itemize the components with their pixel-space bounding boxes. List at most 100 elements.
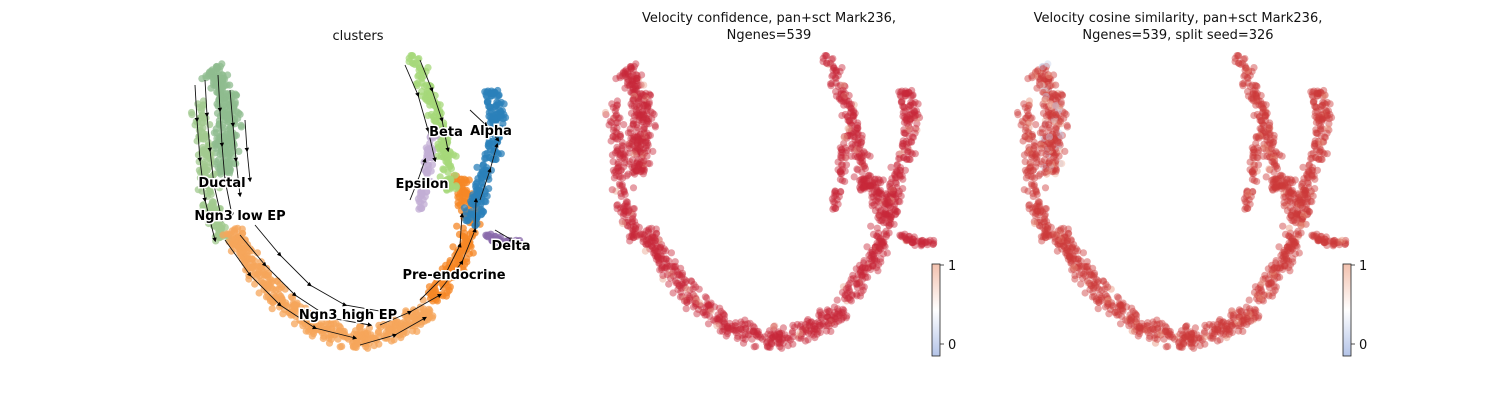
- cell-point: [807, 318, 815, 326]
- cluster-label-ngn3-low-ep: Ngn3 low EP: [194, 209, 285, 224]
- cell-point: [731, 322, 740, 330]
- cell-point: [642, 93, 650, 101]
- cell-point: [1298, 215, 1306, 224]
- cell-point: [1094, 305, 1102, 313]
- cell-point: [201, 150, 209, 158]
- cell-point: [797, 332, 805, 340]
- cell-point: [629, 222, 638, 230]
- cell-point: [658, 255, 666, 263]
- cell-point: [639, 151, 647, 160]
- cell-point: [754, 330, 762, 338]
- cell-point: [621, 159, 629, 167]
- colorbar-min-label: 0: [948, 338, 956, 353]
- cell-point: [834, 305, 842, 313]
- cell-point: [691, 301, 700, 310]
- cell-point: [813, 326, 821, 334]
- cell-point: [455, 230, 464, 238]
- cell-point: [862, 273, 870, 281]
- cell-point: [776, 343, 784, 351]
- cell-point: [629, 85, 637, 93]
- cell-point: [479, 161, 487, 169]
- cell-point: [617, 149, 625, 157]
- cell-point: [1307, 187, 1315, 195]
- cell-point: [642, 240, 650, 248]
- cell-point: [632, 75, 640, 83]
- colorbar-max-label: 1: [948, 259, 956, 274]
- cell-point: [752, 342, 760, 350]
- cell-point: [851, 152, 859, 160]
- cell-point: [635, 106, 643, 114]
- cell-point: [615, 150, 623, 158]
- cell-point: [637, 167, 645, 175]
- cell-point: [1081, 289, 1089, 297]
- cell-point: [686, 296, 694, 304]
- cell-point: [869, 230, 878, 238]
- cell-point: [1026, 118, 1034, 127]
- cell-point: [1064, 255, 1072, 263]
- cell-point: [734, 332, 742, 340]
- cell-point: [624, 81, 632, 89]
- cell-point: [655, 256, 663, 264]
- cell-point: [620, 188, 629, 196]
- cell-point: [1055, 152, 1063, 160]
- cell-point: [636, 144, 644, 152]
- cell-point: [463, 235, 471, 243]
- cell-point: [635, 138, 644, 146]
- cell-point: [423, 154, 431, 162]
- cell-point: [640, 167, 648, 175]
- cell-point: [1250, 111, 1258, 120]
- cell-point: [811, 325, 819, 333]
- cell-point: [821, 52, 829, 60]
- panel-title-line-2: Ngenes=539, split seed=326: [1082, 28, 1273, 43]
- cell-point: [624, 222, 632, 230]
- cell-point: [642, 144, 650, 152]
- cell-point: [627, 88, 635, 96]
- cell-point: [778, 344, 786, 352]
- cell-point: [630, 150, 638, 158]
- cell-point: [633, 231, 641, 239]
- cell-point: [638, 71, 646, 79]
- cell-point: [610, 174, 619, 182]
- cell-point: [609, 133, 618, 141]
- cell-point: [612, 111, 621, 119]
- cell-point: [655, 236, 663, 244]
- cell-point: [720, 315, 729, 323]
- cell-point: [642, 142, 651, 150]
- cell-point: [640, 166, 649, 174]
- cell-point: [692, 283, 700, 291]
- cell-point: [660, 245, 668, 253]
- cell-point: [831, 204, 840, 213]
- cell-point: [1071, 247, 1079, 255]
- cell-point: [748, 335, 756, 343]
- cell-point: [202, 72, 210, 80]
- cell-point: [1032, 187, 1040, 195]
- cell-point: [629, 227, 637, 235]
- cell-point: [609, 126, 618, 134]
- cluster-label-alpha: Alpha: [470, 124, 512, 139]
- cell-point: [639, 135, 647, 144]
- cell-point: [1128, 314, 1136, 322]
- cell-point: [697, 302, 705, 310]
- cell-point: [473, 163, 481, 171]
- cell-point: [659, 271, 667, 280]
- cell-point: [644, 226, 652, 235]
- cell-point: [868, 189, 876, 197]
- cell-point: [728, 322, 736, 330]
- cell-point: [702, 303, 710, 311]
- cell-point: [635, 103, 644, 111]
- cell-point: [230, 117, 238, 125]
- cell-point: [662, 263, 670, 271]
- cell-point: [633, 139, 641, 147]
- cell-point: [614, 160, 622, 168]
- cell-point: [779, 334, 787, 342]
- cell-point: [646, 235, 654, 243]
- cell-point: [1042, 96, 1050, 104]
- cell-point: [405, 58, 413, 66]
- cell-point: [608, 151, 617, 159]
- cell-point: [1044, 145, 1052, 153]
- cell-point: [613, 205, 621, 213]
- cell-point: [492, 111, 500, 120]
- cell-point: [1027, 163, 1035, 171]
- cell-point: [648, 242, 656, 250]
- cell-point: [633, 102, 641, 110]
